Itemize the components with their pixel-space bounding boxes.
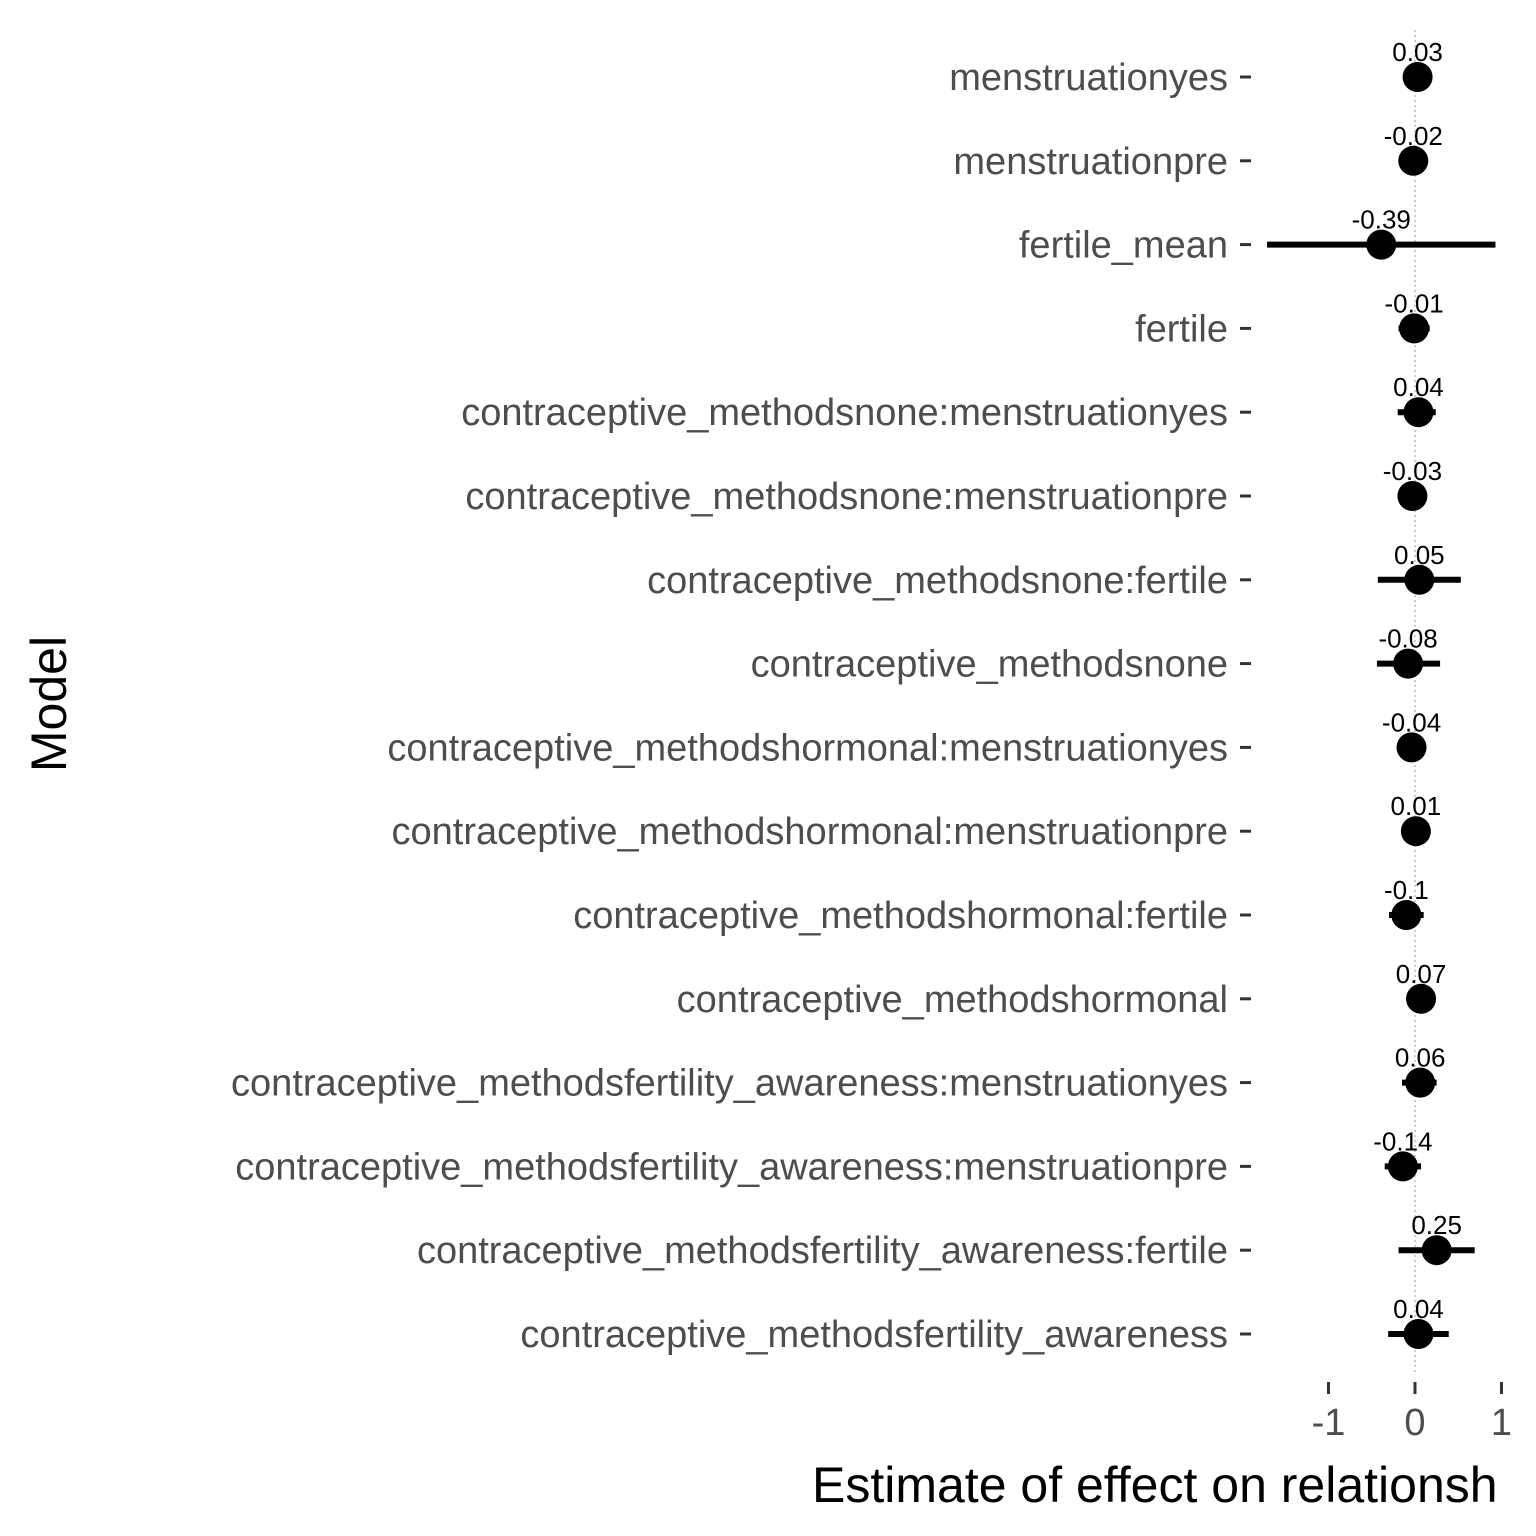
estimate-point [1405,1067,1436,1098]
y-tick-label: contraceptive_methodsfertility_awareness… [417,1230,1228,1272]
estimate-point [1393,648,1424,679]
estimate-point [1396,732,1427,763]
estimate-label: 0.06 [1395,1043,1446,1073]
estimate-point [1399,313,1430,344]
estimate-label: 0.03 [1392,37,1443,67]
estimate-label: 0.04 [1393,1294,1444,1324]
estimate-point [1387,1151,1418,1182]
estimate-point [1391,900,1422,930]
estimate-labels: 0.03 -0.02 -0.39 -0.01 0.04 -0.03 0.05 -0.08 -0.… [1352,37,1462,1324]
y-tick-label: contraceptive_methodsnone:fertile [647,560,1228,602]
y-tick-label: contraceptive_methodshormonal:menstruati… [392,811,1228,853]
estimate-point [1366,229,1397,260]
estimate-label: 0.01 [1391,791,1442,821]
y-tick-label: contraceptive_methodsnone:menstruationpr… [465,476,1228,518]
y-tick-label: contraceptive_methodshormonal:fertile [573,895,1228,937]
x-tick-label: -1 [1312,1402,1346,1444]
y-tick-label: menstruationyes [949,57,1228,99]
estimate-point [1406,983,1437,1014]
estimate-point [1400,816,1431,847]
y-tick-label: fertile_mean [1019,225,1228,267]
estimate-point [1397,481,1428,511]
estimate-label: -0.04 [1382,707,1441,737]
estimate-points [1366,62,1452,1349]
x-axis-title: Estimate of effect on relationsh [812,1457,1498,1513]
y-tick-label: contraceptive_methodsnone:menstruationye… [461,392,1228,434]
y-tick-label: contraceptive_methodsnone [751,644,1228,686]
estimate-point [1398,145,1429,176]
y-tick-label: fertile [1135,308,1228,350]
estimate-label: -0.1 [1384,875,1429,905]
estimate-point [1402,62,1433,92]
estimate-label: -0.01 [1385,288,1444,318]
y-tick-label: contraceptive_methodsfertility_awareness… [235,1146,1228,1188]
estimate-label: -0.02 [1384,121,1443,151]
estimate-label: 0.04 [1393,372,1444,402]
x-axis-ticks: -1 0 1 [1312,1382,1512,1444]
estimate-point [1404,564,1435,595]
estimate-point [1403,1319,1434,1349]
estimate-point [1403,397,1434,428]
y-tick-label: contraceptive_methodshormonal:menstruati… [387,727,1228,769]
estimate-label: -0.03 [1383,456,1442,486]
y-tick-label: contraceptive_methodsfertility_awareness… [231,1063,1228,1105]
y-axis-labels: menstruationyes menstruationpre fertile_me… [231,57,1228,1356]
estimate-label: -0.14 [1373,1126,1432,1156]
estimate-label: 0.07 [1396,959,1447,989]
y-tick-label: menstruationpre [953,141,1228,183]
estimate-label: -0.08 [1378,624,1437,654]
x-tick-label: 1 [1491,1402,1512,1444]
estimate-label: 0.25 [1411,1210,1462,1240]
y-axis-title: Model [21,636,77,772]
estimate-label: -0.39 [1352,205,1411,235]
y-tick-label: contraceptive_methodshormonal [677,979,1228,1021]
y-tick-label: contraceptive_methodsfertility_awareness [520,1314,1228,1356]
estimate-point [1421,1235,1452,1266]
estimate-label: 0.05 [1394,540,1445,570]
x-tick-label: 0 [1404,1402,1425,1444]
y-axis-ticks [1240,75,1251,1336]
